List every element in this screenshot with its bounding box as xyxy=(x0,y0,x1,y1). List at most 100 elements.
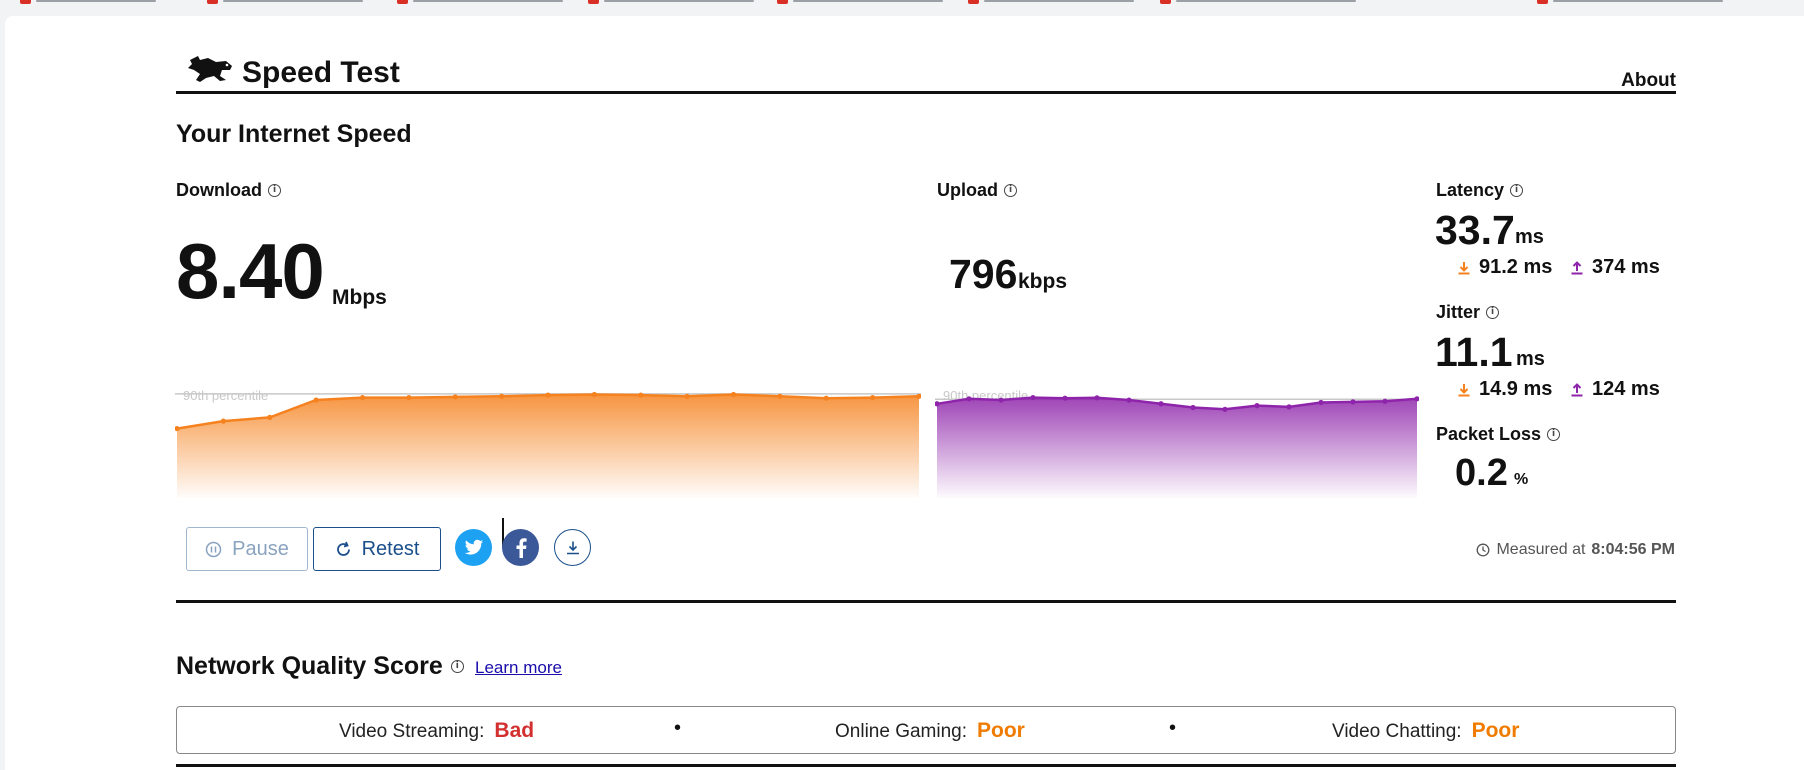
data-point xyxy=(267,414,273,420)
quality-label: Video Chatting: xyxy=(1332,721,1462,742)
pause-label: Pause xyxy=(232,537,289,560)
about-link[interactable]: About xyxy=(1621,70,1676,91)
bookmark-icon[interactable] xyxy=(588,0,599,4)
data-point xyxy=(359,394,366,401)
latency-up-value: 374 ms xyxy=(1592,256,1660,278)
latency-down: 91.2 ms xyxy=(1457,256,1552,279)
section-title: Your Internet Speed xyxy=(176,120,412,148)
data-point xyxy=(1094,395,1100,401)
latency-down-value: 91.2 ms xyxy=(1479,256,1553,278)
data-point xyxy=(499,393,505,399)
data-point xyxy=(545,392,551,398)
speed-test-page: Speed Test About Your Internet Speed Dow… xyxy=(5,16,1804,770)
data-point xyxy=(966,396,972,402)
learn-more-link[interactable]: Learn more xyxy=(475,658,562,677)
data-point xyxy=(823,395,829,401)
quality-value: Bad xyxy=(494,719,535,742)
data-point xyxy=(220,418,226,424)
info-icon[interactable]: i xyxy=(268,184,281,197)
download-area xyxy=(177,394,919,498)
percentile-label: 90th percentile xyxy=(183,388,268,403)
bookmark-icon[interactable] xyxy=(397,0,408,4)
upload-value: 796 xyxy=(949,251,1018,297)
download-results-button[interactable] xyxy=(554,529,591,566)
network-quality-box: Video Streaming: Bad • Online Gaming: Po… xyxy=(176,706,1676,754)
quality-item-video-chatting: Video Chatting: Poor xyxy=(1332,719,1519,743)
text-cursor xyxy=(502,518,504,548)
download-chart: 90th percentile xyxy=(175,388,921,498)
data-point xyxy=(1158,401,1164,407)
data-point xyxy=(1030,394,1036,401)
latency-label-text: Latency xyxy=(1436,180,1505,200)
quality-value: Poor xyxy=(1471,719,1520,742)
data-point xyxy=(591,391,597,398)
bookmark-icon[interactable] xyxy=(20,0,31,4)
refresh-icon xyxy=(336,541,350,556)
jitter-label-text: Jitter xyxy=(1436,302,1481,322)
bookmark-icon[interactable] xyxy=(1537,0,1548,4)
data-point xyxy=(1062,395,1068,401)
data-point xyxy=(998,397,1004,403)
data-point xyxy=(1318,399,1324,406)
quality-item-video-streaming: Video Streaming: Bad xyxy=(339,719,534,743)
divider xyxy=(176,764,1676,767)
latency-label: Latency i xyxy=(1436,180,1524,201)
facebook-share-button[interactable] xyxy=(502,529,539,566)
info-icon[interactable]: i xyxy=(1004,184,1017,197)
bookmark-icon[interactable] xyxy=(968,0,979,4)
data-point xyxy=(1254,403,1260,409)
download-label: Download i xyxy=(176,180,281,201)
retest-button[interactable]: Retest xyxy=(313,527,441,571)
data-point xyxy=(1350,399,1356,405)
bookmark-icon[interactable] xyxy=(1160,0,1171,4)
packet-loss-label-text: Packet Loss xyxy=(1436,424,1542,444)
data-point xyxy=(638,392,644,398)
jitter-value: 11.1 xyxy=(1435,329,1513,375)
upload-line xyxy=(936,396,1418,411)
jitter-down-value: 14.9 ms xyxy=(1479,378,1553,400)
jitter-label: Jitter i xyxy=(1436,302,1500,323)
data-point xyxy=(406,394,412,401)
download-icon xyxy=(566,541,579,554)
site-header: Speed Test About xyxy=(176,34,1676,94)
pause-button[interactable]: Pause xyxy=(186,527,308,571)
latency-up: 374 ms xyxy=(1570,256,1660,279)
info-icon[interactable]: i xyxy=(1486,306,1500,319)
data-point xyxy=(935,401,940,407)
download-value: 8.40 xyxy=(176,227,325,315)
twitter-share-button[interactable] xyxy=(455,529,492,566)
app-title[interactable]: Speed Test xyxy=(242,56,400,89)
jitter-down: 14.9 ms xyxy=(1457,378,1552,401)
data-point xyxy=(684,393,690,399)
quality-item-online-gaming: Online Gaming: Poor xyxy=(835,719,1025,743)
info-icon[interactable]: i xyxy=(1510,184,1524,197)
twitter-icon xyxy=(464,539,483,555)
rabbit-logo-icon[interactable] xyxy=(186,52,234,84)
bookmark-icon[interactable] xyxy=(207,0,218,4)
data-point xyxy=(1286,404,1292,410)
quality-label: Online Gaming: xyxy=(835,721,968,742)
data-point xyxy=(1222,406,1228,412)
upload-label: Upload i xyxy=(937,180,1017,201)
jitter-up: 124 ms xyxy=(1570,378,1660,401)
upload-arrow-icon xyxy=(1571,260,1583,274)
divider xyxy=(176,600,1676,603)
data-point xyxy=(916,393,921,399)
pause-circle-icon xyxy=(205,541,222,557)
download-label-text: Download xyxy=(176,180,262,200)
separator-dot: • xyxy=(1169,717,1177,739)
jitter-unit: ms xyxy=(1516,348,1545,370)
facebook-icon xyxy=(516,537,527,558)
packet-loss-unit: % xyxy=(1514,471,1529,488)
network-quality-title-text: Network Quality Score xyxy=(176,652,443,680)
info-icon[interactable]: i xyxy=(1547,428,1561,441)
info-icon[interactable]: i xyxy=(450,660,464,673)
download-unit: Mbps xyxy=(332,286,387,309)
bookmark-icon[interactable] xyxy=(777,0,788,4)
network-quality-title: Network Quality Score i xyxy=(176,652,464,681)
data-point xyxy=(313,397,319,403)
quality-value: Poor xyxy=(977,719,1025,742)
packet-loss-value: 0.2 xyxy=(1455,452,1508,494)
download-arrow-icon xyxy=(1458,261,1470,274)
bookmarks-bar xyxy=(0,0,1804,16)
